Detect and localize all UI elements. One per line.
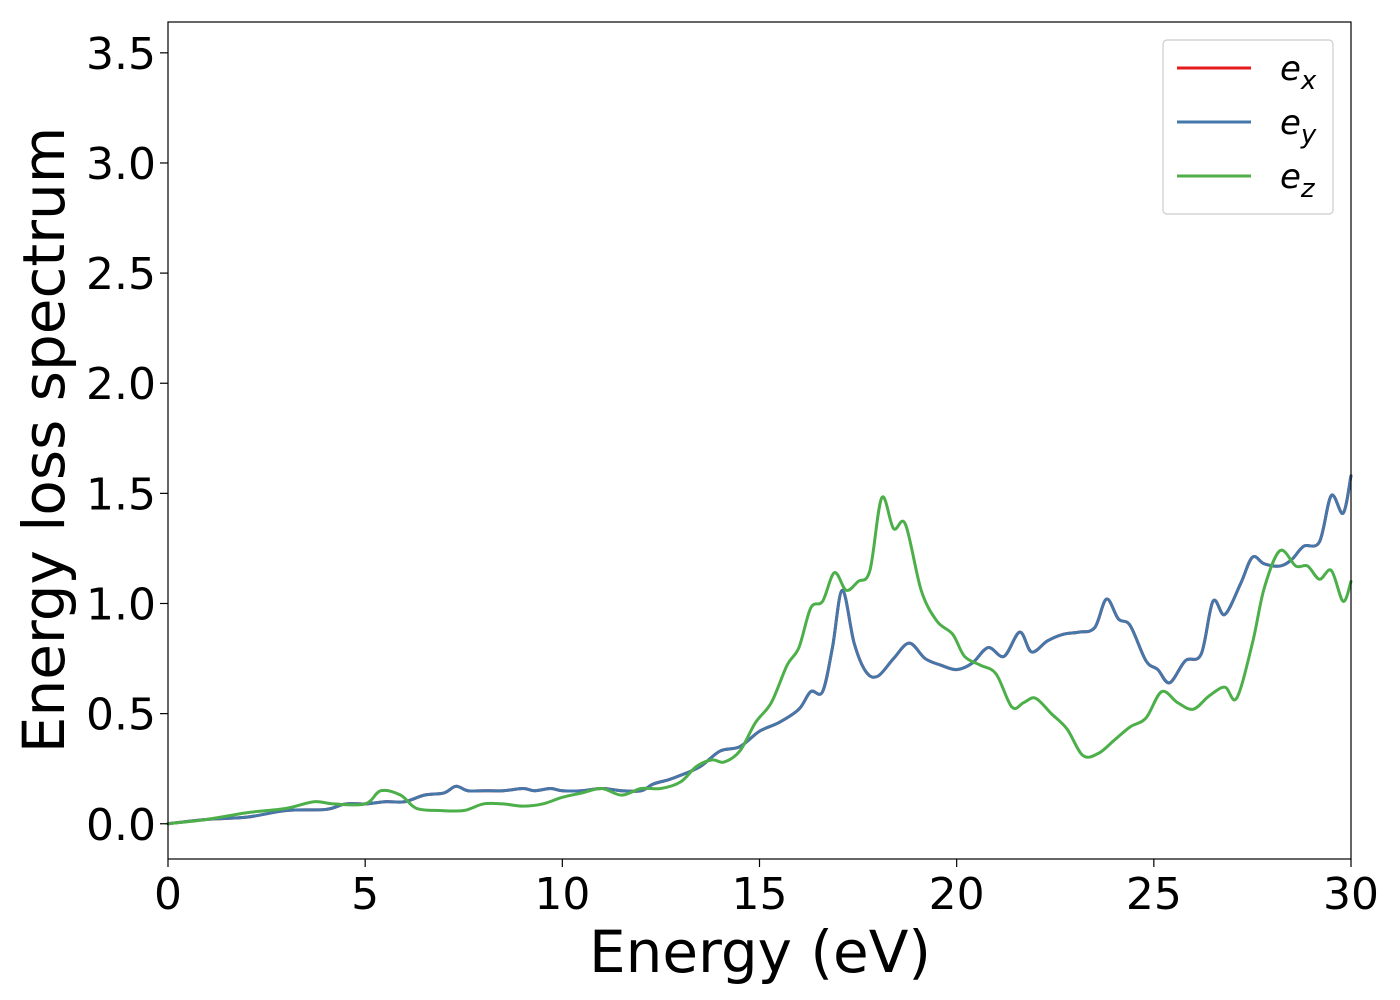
legend-label-base: e — [1280, 103, 1301, 143]
legend-label-subscript: x — [1300, 66, 1317, 96]
legend-box — [1162, 39, 1334, 215]
series-line-y — [166, 474, 1353, 826]
x-tick-label: 30 — [1323, 869, 1379, 920]
series-layer — [166, 474, 1353, 826]
x-axis-label: Energy (eV) — [589, 918, 931, 986]
x-tick-label: 5 — [351, 869, 379, 920]
x-axis-ticks: 0 5 10 15 20 25 30 — [154, 859, 1379, 920]
legend-label-z: ez — [1280, 157, 1316, 204]
y-axis-ticks: 0.0 0.5 1.0 1.5 2.0 2.5 3.0 3.5 — [86, 29, 168, 851]
legend-label-subscript: y — [1300, 120, 1317, 150]
legend-label-base: e — [1280, 157, 1301, 197]
y-tick-label: 1.5 — [86, 469, 156, 520]
y-tick-label: 0.0 — [86, 800, 156, 851]
y-tick-label: 2.5 — [86, 249, 156, 300]
y-tick-label: 1.0 — [86, 579, 156, 630]
x-tick-label: 25 — [1126, 869, 1182, 920]
y-tick-label: 2.0 — [86, 359, 156, 410]
series-line-z — [166, 495, 1353, 826]
legend-label-x: ex — [1280, 49, 1317, 96]
y-axis-label: Energy loss spectrum — [10, 127, 78, 753]
y-tick-label: 0.5 — [86, 690, 156, 741]
x-tick-label: 15 — [732, 869, 788, 920]
x-tick-label: 10 — [534, 869, 590, 920]
legend-label-base: e — [1280, 49, 1301, 89]
legend-label-subscript: z — [1300, 174, 1316, 204]
y-tick-label: 3.0 — [86, 139, 156, 190]
x-tick-label: 20 — [929, 869, 985, 920]
x-tick-label: 0 — [154, 869, 182, 920]
legend-label-y: ey — [1280, 103, 1317, 150]
y-tick-label: 3.5 — [86, 29, 156, 80]
